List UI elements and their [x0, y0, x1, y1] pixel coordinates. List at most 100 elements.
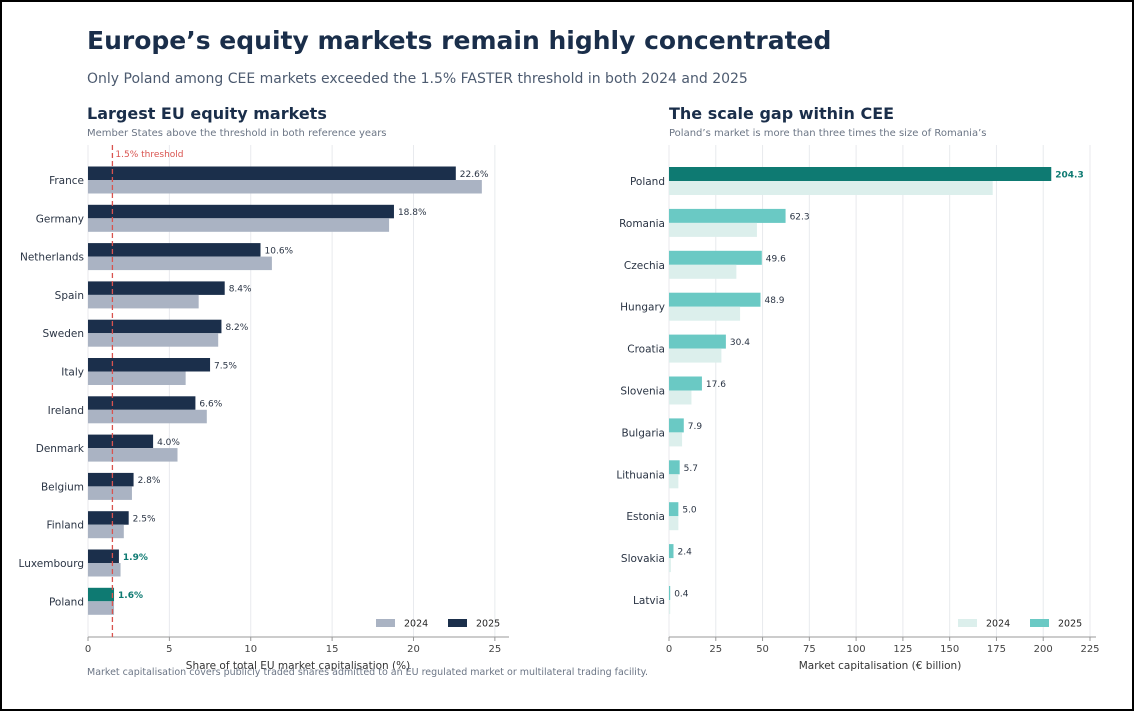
right-legend-label-2025: 2025	[1058, 619, 1082, 630]
right-category-label: Slovenia	[620, 386, 665, 398]
left-legend-swatch-2025	[448, 619, 467, 627]
left-bar-2024-poland	[88, 601, 115, 615]
right-value-label: 204.3	[1055, 171, 1083, 181]
left-bar-2025-germany	[88, 204, 394, 219]
right-category-label: Estonia	[626, 511, 665, 523]
left-x-tick-label: 0	[85, 644, 91, 655]
right-bar-2024-poland	[669, 181, 993, 195]
right-bar-2025-romania	[669, 208, 786, 223]
right-bar-2025-bulgaria	[669, 418, 684, 433]
left-value-label: 18.8%	[398, 208, 427, 218]
left-x-tick-label: 10	[244, 644, 257, 655]
right-x-tick-label: 175	[987, 644, 1006, 655]
page-title: Europe’s equity markets remain highly co…	[87, 26, 832, 55]
right-value-label: 49.6	[766, 254, 786, 264]
left-bar-2025-luxembourg	[88, 549, 119, 563]
left-bar-2025-belgium	[88, 472, 134, 487]
left-bar-2024-france	[88, 180, 482, 194]
left-value-label: 10.6%	[265, 246, 294, 256]
left-category-label: Spain	[55, 290, 84, 302]
left-category-label: Poland	[49, 596, 84, 608]
left-bar-2024-luxembourg	[88, 563, 121, 577]
right-value-label: 0.4	[674, 590, 689, 600]
left-x-tick-label: 5	[166, 644, 172, 655]
left-bar-2025-denmark	[88, 434, 154, 449]
right-x-tick-label: 0	[666, 644, 672, 655]
right-bar-2025-estonia	[669, 502, 679, 517]
right-bar-2025-slovakia	[669, 544, 674, 559]
right-bar-2025-czechia	[669, 250, 762, 265]
left-bar-2024-sweden	[88, 333, 219, 347]
right-category-label: Poland	[630, 176, 665, 188]
left-category-label: Finland	[46, 520, 84, 532]
right-value-label: 62.3	[790, 212, 810, 222]
left-chart-subtitle: Member States above the threshold in bot…	[87, 128, 387, 139]
right-value-label: 7.9	[688, 422, 703, 432]
left-bar-2025-netherlands	[88, 243, 261, 257]
left-value-label: 8.4%	[229, 285, 252, 295]
left-bar-2024-germany	[88, 218, 390, 232]
left-legend-label-2024: 2024	[404, 619, 428, 630]
right-bar-2025-croatia	[669, 334, 726, 349]
right-x-tick-label: 50	[756, 644, 769, 655]
left-category-label: Italy	[61, 367, 84, 379]
right-legend-swatch-2025	[1030, 619, 1049, 627]
left-x-tick-label: 15	[326, 644, 339, 655]
right-x-axis-label: Market capitalisation (€ billion)	[799, 660, 962, 672]
left-value-label: 1.6%	[118, 591, 143, 601]
right-value-label: 48.9	[764, 296, 784, 306]
right-value-label: 5.0	[682, 506, 697, 516]
right-bar-2025-lithuania	[669, 460, 680, 475]
left-bar-2025-spain	[88, 281, 225, 295]
left-x-axis-label: Share of total EU market capitalisation …	[186, 660, 410, 672]
right-category-label: Latvia	[633, 595, 665, 607]
right-bar-2024-bulgaria	[669, 432, 683, 447]
left-bar-2025-poland	[88, 587, 115, 602]
right-bar-2024-latvia	[669, 600, 671, 614]
left-value-label: 1.9%	[123, 553, 148, 563]
right-category-label: Romania	[619, 218, 665, 230]
left-value-label: 8.2%	[225, 323, 248, 333]
left-category-label: Luxembourg	[19, 558, 84, 570]
left-bar-2024-netherlands	[88, 256, 272, 271]
right-value-label: 5.7	[684, 464, 698, 474]
right-legend-swatch-2024	[958, 619, 977, 627]
left-value-label: 2.8%	[138, 476, 161, 486]
right-bar-2025-latvia	[669, 586, 671, 600]
right-category-label: Czechia	[624, 260, 665, 272]
left-category-label: Germany	[36, 213, 84, 225]
right-category-label: Slovakia	[621, 553, 665, 565]
right-chart-subtitle: Poland’s market is more than three times…	[669, 128, 987, 139]
right-bar-2024-slovenia	[669, 390, 692, 405]
left-x-tick-label: 20	[407, 644, 420, 655]
right-x-tick-label: 150	[940, 644, 959, 655]
left-value-label: 2.5%	[133, 514, 156, 524]
left-category-label: Netherlands	[20, 252, 84, 264]
right-category-label: Bulgaria	[621, 427, 665, 439]
right-x-tick-label: 75	[803, 644, 816, 655]
left-bar-2025-ireland	[88, 396, 196, 410]
right-bar-2024-romania	[669, 222, 757, 237]
left-category-label: Denmark	[36, 443, 85, 455]
right-value-label: 17.6	[706, 380, 726, 390]
left-category-label: France	[49, 175, 84, 187]
right-value-label: 2.4	[677, 548, 692, 558]
right-bar-2025-hungary	[669, 292, 761, 307]
right-bar-2024-hungary	[669, 306, 741, 321]
footnote: Market capitalisation covers publicly tr…	[87, 667, 648, 678]
left-bar-2025-finland	[88, 511, 129, 525]
right-x-tick-label: 200	[1034, 644, 1053, 655]
left-bar-2024-italy	[88, 371, 186, 385]
right-chart-title: The scale gap within CEE	[669, 104, 895, 123]
right-bar-2024-estonia	[669, 516, 679, 531]
right-category-label: Croatia	[627, 344, 665, 356]
left-x-tick-label: 25	[488, 644, 501, 655]
right-bar-2024-slovakia	[669, 558, 671, 573]
right-category-label: Lithuania	[616, 469, 665, 481]
left-value-label: 7.5%	[214, 361, 237, 371]
left-bar-2025-sweden	[88, 319, 222, 334]
left-bar-2024-denmark	[88, 448, 178, 462]
right-x-tick-label: 125	[893, 644, 912, 655]
